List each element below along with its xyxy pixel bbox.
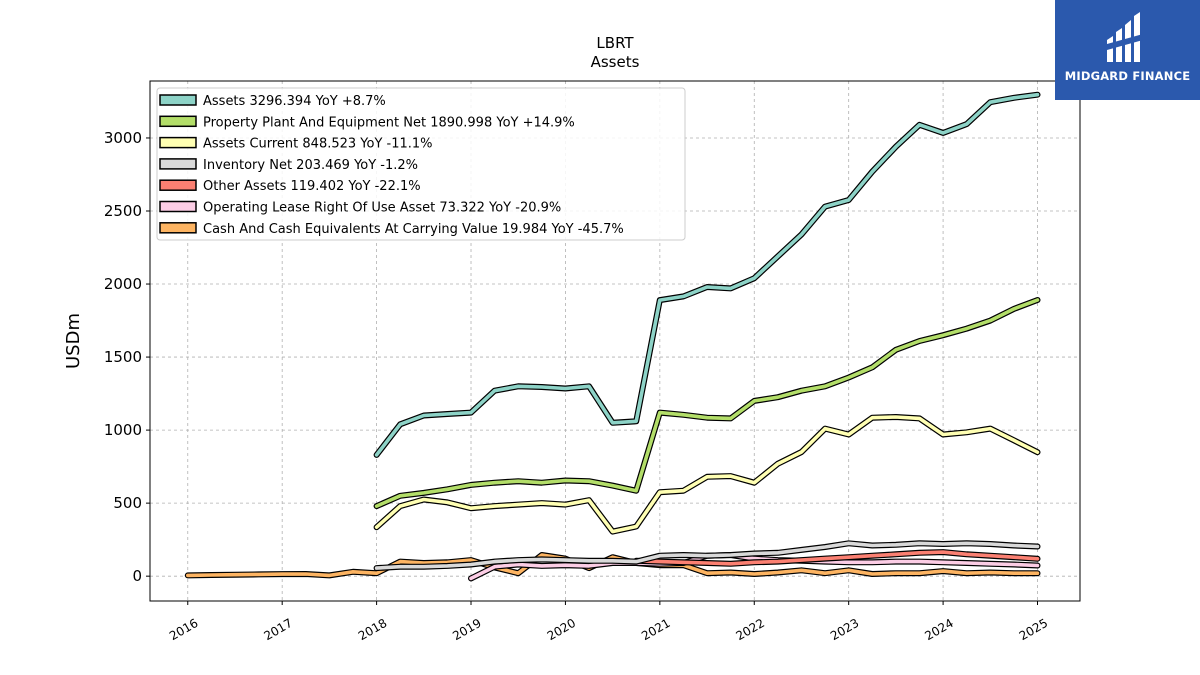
x-tick-label: 2017 xyxy=(261,616,294,643)
series-operating-lease-right-of-use-asset xyxy=(468,552,1041,582)
series-line xyxy=(469,553,1040,581)
y-tick-label: 3000 xyxy=(104,129,142,147)
legend-entry: Other Assets 119.402 YoY -22.1% xyxy=(203,179,421,194)
legend-swatch xyxy=(159,179,197,191)
x-tick-label: 2019 xyxy=(450,616,483,643)
legend-swatch xyxy=(159,115,197,128)
legend-entry: Property Plant And Equipment Net 1890.99… xyxy=(203,115,575,130)
y-tick-label: 1500 xyxy=(104,348,142,366)
y-tick-label: 500 xyxy=(113,494,142,512)
x-tick-label: 2020 xyxy=(545,616,578,643)
y-tick-label: 2500 xyxy=(104,202,142,220)
legend-swatch xyxy=(159,136,197,149)
grid-lines xyxy=(150,81,1080,601)
legend-entry: Cash And Cash Equivalents At Carrying Va… xyxy=(203,222,624,237)
x-tick-label: 2025 xyxy=(1017,616,1050,643)
series-line xyxy=(374,541,1040,570)
x-tick-label: 2022 xyxy=(734,616,767,643)
legend-swatch xyxy=(159,200,197,213)
chart-title: LBRT xyxy=(596,34,634,52)
y-tick-label: 1000 xyxy=(104,421,142,439)
legend-swatch xyxy=(159,94,197,106)
series-other-assets xyxy=(633,549,1041,567)
legend-entry: Operating Lease Right Of Use Asset 73.32… xyxy=(203,201,561,216)
logo-text: MIDGARD FINANCE xyxy=(1064,69,1191,83)
series-assets xyxy=(373,91,1041,458)
y-tick-label: 0 xyxy=(132,567,142,585)
y-axis-label: USDm xyxy=(63,313,84,369)
chart-subtitle: Assets xyxy=(591,53,640,71)
x-tick-label: 2018 xyxy=(356,616,389,643)
series-line xyxy=(186,553,1040,578)
legend-entry: Assets Current 848.523 YoY -11.1% xyxy=(203,137,433,152)
series-line xyxy=(374,415,1040,534)
legend-entry: Inventory Net 203.469 YoY -1.2% xyxy=(203,158,418,173)
legend-entry: Assets 3296.394 YoY +8.7% xyxy=(203,94,386,109)
plot-frame xyxy=(149,80,1081,602)
series-lines xyxy=(184,91,1041,582)
series-property-plant-and-equipment-net xyxy=(373,297,1041,510)
x-tick-label: 2016 xyxy=(167,616,200,643)
series-outline xyxy=(373,414,1041,535)
series-line xyxy=(374,92,1040,457)
series-assets-current xyxy=(373,414,1041,535)
midgard-finance-logo: MIDGARD FINANCE xyxy=(1055,0,1200,100)
series-inventory-net xyxy=(373,540,1041,572)
legend-swatch xyxy=(159,222,197,234)
series-line xyxy=(374,298,1040,508)
series-cash-and-cash-equivalents-at-carrying-value xyxy=(184,552,1041,579)
x-tick-label: 2024 xyxy=(922,616,955,643)
x-tick-label: 2021 xyxy=(639,616,672,643)
legend-swatch xyxy=(159,158,197,170)
legend: Assets 3296.394 YoY +8.7% Property Plant … xyxy=(156,87,686,241)
y-tick-label: 2000 xyxy=(104,275,142,293)
midgard-logo-icon xyxy=(1107,12,1143,62)
x-tick-label: 2023 xyxy=(828,616,861,643)
series-line xyxy=(634,550,1040,566)
legend-box xyxy=(156,87,686,241)
